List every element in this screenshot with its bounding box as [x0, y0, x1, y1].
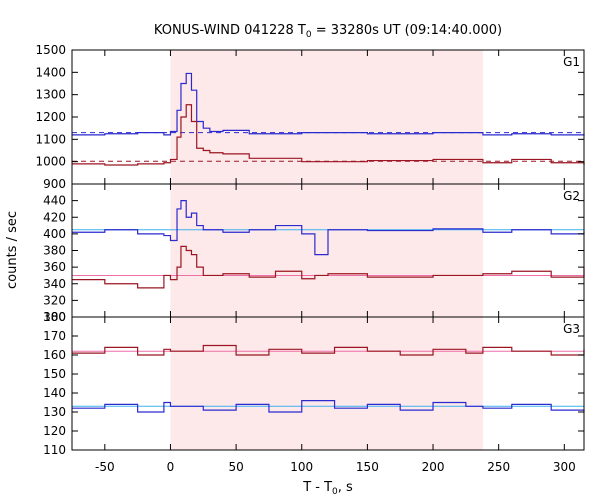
y-tick-label: 170	[43, 329, 66, 343]
panel-label: G1	[563, 55, 580, 69]
y-tick-label: 320	[43, 293, 66, 307]
y-tick-label: 1400	[35, 65, 66, 79]
y-tick-label: 360	[43, 260, 66, 274]
y-tick-label: 1300	[35, 88, 66, 102]
y-tick-label: 1100	[35, 132, 66, 146]
y-tick-label: 1000	[35, 155, 66, 169]
x-tick-label: 0	[167, 460, 175, 474]
frame-layer	[71, 49, 585, 451]
x-tick-label: 50	[228, 460, 243, 474]
y-tick-label: 150	[43, 367, 66, 381]
chart-title: KONUS-WIND 041228 T0 = 33280s UT (09:14:…	[154, 23, 502, 40]
series-line-blue	[72, 400, 585, 413]
series-line-blue	[72, 72, 585, 136]
y-tick-label: 120	[43, 424, 66, 438]
x-tick-label: -50	[95, 460, 115, 474]
y-tick-label: 180	[43, 310, 66, 324]
x-tick-label: 100	[290, 460, 313, 474]
series-line-red	[72, 245, 585, 289]
x-tick-label: 250	[487, 460, 510, 474]
x-tick-label: 150	[356, 460, 379, 474]
x-axis-label: T - T0, s	[302, 480, 353, 497]
y-tick-label: 1200	[35, 110, 66, 124]
series-line-red	[72, 344, 585, 356]
y-tick-label: 420	[43, 210, 66, 224]
x-tick-label: 300	[553, 460, 576, 474]
y-tick-label: 380	[43, 244, 66, 258]
shaded-region-layer	[170, 50, 483, 450]
y-tick-label: 1500	[35, 43, 66, 57]
x-tick-label: 200	[422, 460, 445, 474]
series-line-blue	[72, 200, 585, 256]
y-tick-label: 900	[43, 177, 66, 191]
y-tick-label: 130	[43, 405, 66, 419]
y-tick-label: 440	[43, 194, 66, 208]
series-layer	[72, 72, 585, 413]
panel-frame	[71, 316, 585, 451]
y-tick-label: 340	[43, 277, 66, 291]
text-layer: 900100011001200130014001500G130032034036…	[35, 43, 580, 474]
y-tick-label: 140	[43, 386, 66, 400]
y-tick-label: 300	[43, 310, 66, 324]
y-axis-label: counts / sec	[5, 211, 20, 289]
series-line-red	[72, 104, 585, 166]
y-tick-label: 400	[43, 227, 66, 241]
shaded-interval	[170, 50, 483, 450]
panel-label: G3	[563, 322, 580, 336]
y-tick-label: 160	[43, 348, 66, 362]
y-tick-label: 110	[43, 443, 66, 457]
panel-label: G2	[563, 189, 580, 203]
